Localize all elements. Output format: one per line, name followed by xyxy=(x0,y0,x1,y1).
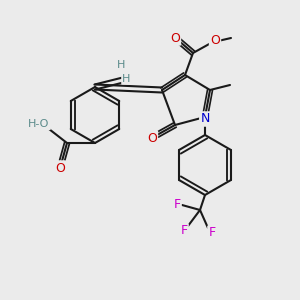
Text: O: O xyxy=(55,161,65,175)
Text: O: O xyxy=(170,32,180,44)
Text: H-O: H-O xyxy=(28,119,50,129)
Text: F: F xyxy=(173,199,181,212)
Text: O: O xyxy=(147,131,157,145)
Text: O: O xyxy=(210,34,220,47)
Text: H: H xyxy=(117,60,125,70)
Text: F: F xyxy=(208,226,216,239)
Text: H: H xyxy=(122,74,131,83)
Text: F: F xyxy=(180,224,188,238)
Text: N: N xyxy=(200,112,210,125)
